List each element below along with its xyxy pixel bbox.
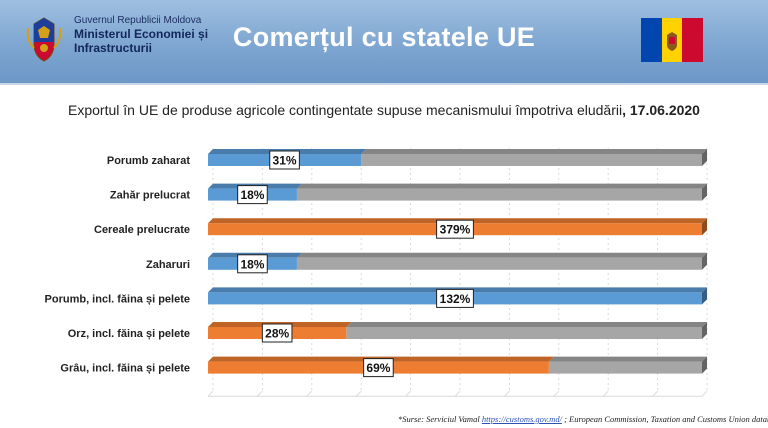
bar-remainder xyxy=(296,257,702,270)
subtitle-text: Exportul în UE de produse agricole conti… xyxy=(68,102,623,118)
gridline-foot xyxy=(257,390,263,397)
gridline-foot xyxy=(207,390,214,397)
bar-remainder xyxy=(548,361,702,374)
data-label-box xyxy=(436,219,474,239)
data-label-box xyxy=(261,323,293,343)
bar-end-face xyxy=(702,149,707,166)
data-label: 379% xyxy=(440,223,471,237)
header-divider xyxy=(0,83,768,85)
organization-name: Guvernul Republicii Moldova Ministerul E… xyxy=(74,14,208,55)
category-label: Orz, incl. făina și pelete xyxy=(68,328,190,340)
gridline-foot xyxy=(652,390,658,397)
bar-remainder-top xyxy=(296,183,707,189)
header-banner xyxy=(0,0,768,83)
gridline-foot xyxy=(504,390,510,397)
source-note: *Surse: Serviciul Vamal https://customs.… xyxy=(398,414,768,424)
category-label: Grâu, incl. făina și pelete xyxy=(60,363,190,375)
bar-remainder xyxy=(296,188,702,201)
flag-stripe-yellow xyxy=(661,18,683,62)
bar-end-face xyxy=(702,252,707,270)
category-label: Cereale prelucrate xyxy=(94,224,190,236)
category-label: Zaharuri xyxy=(146,259,190,271)
source-link[interactable]: https://customs.gov.md/ xyxy=(481,414,562,424)
bar-remainder-top xyxy=(346,322,707,327)
page-title: Comerțul cu statele UE xyxy=(232,22,536,52)
gridline-foot xyxy=(306,390,313,397)
subtitle-date: , 17.06.2020 xyxy=(622,102,700,118)
source-suffix: ; European Commission, Taxation and Cust… xyxy=(561,414,768,424)
bar-remainder-top xyxy=(548,356,707,362)
org-line-2: Ministerul Economiei și xyxy=(74,27,209,41)
data-label-box xyxy=(237,185,268,205)
moldova-flag-icon xyxy=(641,18,704,62)
data-label-box xyxy=(436,288,474,308)
flag-stripe-red xyxy=(682,18,704,62)
category-label: Zahăr prelucrat xyxy=(110,190,190,202)
org-line-1: Guvernul Republicii Moldova xyxy=(74,15,202,26)
export-quota-chart: Porumb zaharat 31% Zahăr prelucrat 18% Cerea… xyxy=(45,148,708,397)
bar-end-face xyxy=(702,356,707,374)
moldova-coat-of-arms-icon xyxy=(26,17,62,62)
source-prefix: *Surse: Serviciul Vamal xyxy=(398,414,482,424)
gridline-foot xyxy=(454,390,461,397)
data-label: 69% xyxy=(366,361,390,375)
gridline-foot xyxy=(553,390,560,397)
category-label: Porumb zaharat xyxy=(107,155,190,167)
bar-remainder-top xyxy=(296,252,707,258)
flag-stripe-blue xyxy=(641,18,662,62)
data-label: 132% xyxy=(440,292,471,306)
gridline-foot xyxy=(405,390,411,397)
flag-emblem-icon xyxy=(666,32,677,51)
data-label: 31% xyxy=(273,154,297,168)
data-label: 18% xyxy=(240,188,264,202)
data-label-box xyxy=(363,358,394,378)
bar-remainder xyxy=(346,327,702,339)
bar-end-face xyxy=(702,183,707,201)
data-label: 18% xyxy=(240,257,264,271)
bar-remainder-top xyxy=(361,149,707,154)
gridline-foot xyxy=(602,390,609,397)
gridline-foot xyxy=(701,390,708,397)
bar-end-face xyxy=(702,287,707,305)
bar-remainder xyxy=(361,154,702,166)
data-label-box xyxy=(269,150,300,170)
data-label: 28% xyxy=(265,327,289,341)
gridline-foot xyxy=(355,390,362,397)
category-label: Porumb, incl. făina și pelete xyxy=(45,293,190,305)
bar-end-face xyxy=(702,322,707,339)
bar-end-face xyxy=(702,218,707,236)
org-line-3: Infrastructurii xyxy=(74,41,153,55)
data-label-box xyxy=(237,254,268,274)
chart-subtitle: Exportul în UE de produse agricole conti… xyxy=(0,102,768,118)
